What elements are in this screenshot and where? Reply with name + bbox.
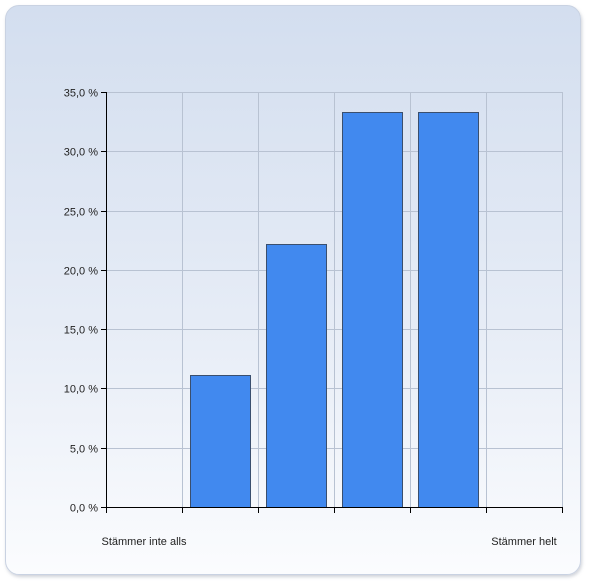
y-tick-label: 15,0 % (64, 325, 98, 337)
y-tick-label: 25,0 % (64, 207, 98, 219)
x-tick-labels: Stämmer inte alls Stämmer helt (102, 536, 557, 548)
y-tick-label: 10,0 % (64, 384, 98, 396)
y-tick-label: 35,0 % (64, 88, 98, 100)
bar-layer (190, 112, 479, 508)
bar (418, 112, 479, 508)
y-tick-label: 20,0 % (64, 266, 98, 278)
y-tick-label: 5,0 % (70, 444, 98, 456)
x-tick-label: Stämmer inte alls (102, 536, 187, 548)
y-tick-label: 0,0 % (70, 503, 98, 515)
grid-layer (106, 92, 563, 507)
x-tick-label: Stämmer helt (491, 536, 556, 548)
y-tick-labels: 0,0 % 5,0 % 10,0 % 15,0 % 20,0 % 25,0 % 30,0 %… (64, 88, 98, 515)
bar (342, 112, 403, 508)
axis-layer (101, 92, 563, 513)
y-tick-label: 30,0 % (64, 147, 98, 159)
bar (190, 375, 251, 508)
bar (266, 244, 327, 508)
